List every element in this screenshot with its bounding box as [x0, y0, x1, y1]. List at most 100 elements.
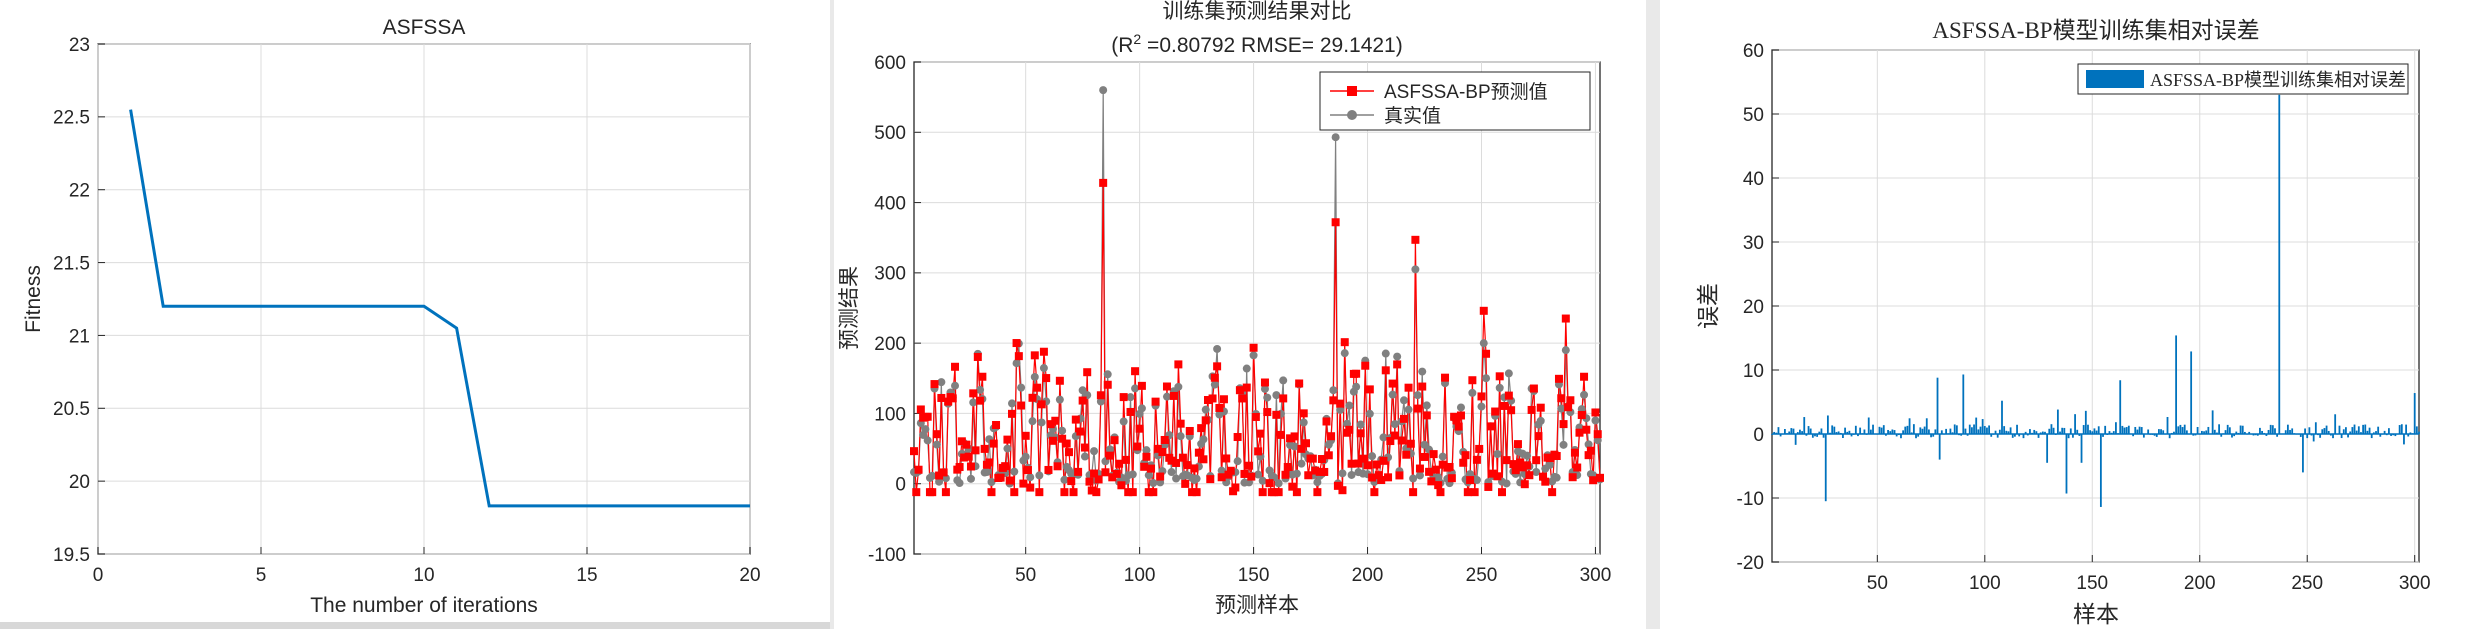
- predicted-point: [1482, 349, 1491, 358]
- error-bar: [2385, 434, 2388, 436]
- actual-point: [1591, 416, 1600, 425]
- error-bar: [2067, 434, 2070, 439]
- error-bar: [2233, 434, 2236, 437]
- actual-point: [1456, 403, 1465, 412]
- x-axis-label: 样本: [2073, 602, 2119, 627]
- error-bar: [2357, 426, 2360, 434]
- error-bar: [2379, 434, 2382, 437]
- actual-point: [1415, 471, 1424, 480]
- error-bar: [2125, 427, 2128, 434]
- error-bar: [2091, 431, 2094, 434]
- error-bar: [1885, 434, 1887, 436]
- error-bar: [2160, 429, 2162, 434]
- error-bar: [1992, 434, 1995, 435]
- predicted-point: [1235, 386, 1244, 395]
- predicted-point: [1242, 383, 1251, 392]
- predicted-point: [1338, 486, 1347, 495]
- error-bar: [1983, 426, 1986, 434]
- error-bar: [1865, 434, 1868, 435]
- actual-point: [951, 381, 960, 390]
- actual-point: [1365, 409, 1374, 418]
- actual-point: [1356, 420, 1365, 429]
- error-bar: [2089, 430, 2092, 434]
- actual-point: [1144, 471, 1153, 480]
- predicted-point: [1532, 456, 1541, 465]
- error-bar: [2112, 431, 2115, 434]
- y-tick-label: 50: [1743, 105, 1764, 126]
- error-bar: [1878, 426, 1881, 434]
- actual-point: [1561, 346, 1570, 355]
- actual-point: [1213, 344, 1222, 353]
- predicted-point: [1074, 467, 1083, 476]
- predicted-point: [1281, 470, 1290, 479]
- error-bar: [2173, 431, 2175, 434]
- x-ticks: 50 100 150 200 250 300: [1015, 547, 1611, 586]
- predicted-point: [1477, 392, 1486, 401]
- predicted-point: [1071, 415, 1080, 424]
- error-bar: [2158, 429, 2160, 434]
- error-bar: [2274, 428, 2276, 434]
- predicted-point: [1390, 431, 1399, 440]
- error-bar: [1951, 432, 1954, 434]
- predicted-point: [1365, 385, 1374, 394]
- predicted-point: [1099, 178, 1108, 187]
- predicted-point: [1313, 488, 1322, 497]
- predicted-point: [1131, 367, 1140, 376]
- error-bar: [2121, 425, 2124, 434]
- predicted-point: [1322, 417, 1331, 426]
- predicted-point: [1493, 472, 1502, 481]
- predicted-point: [1295, 379, 1304, 388]
- predicted-point: [1176, 419, 1185, 428]
- predicted-point: [1087, 486, 1096, 495]
- predicted-point: [1110, 436, 1119, 445]
- x-tick-label: 0: [93, 565, 104, 586]
- error-bar: [1919, 427, 1922, 434]
- legend: ASFSSA-BP预测值 真实值: [1319, 71, 1591, 131]
- predicted-point: [1302, 439, 1310, 448]
- predicted-point: [1406, 439, 1415, 448]
- error-bar: [2329, 434, 2332, 436]
- error-bar: [2147, 429, 2150, 434]
- predicted-point: [1486, 422, 1495, 431]
- predicted-point: [1160, 435, 1169, 444]
- figure-prediction: 50 100 150 200 250 300 -100 0 100 200 300 400 500 60…: [834, 0, 1646, 629]
- predicted-point: [1185, 426, 1194, 435]
- y-tick-label: 0: [1753, 425, 1764, 446]
- actual-point: [923, 436, 932, 445]
- predicted-point: [1151, 397, 1160, 406]
- predicted-point: [1051, 416, 1060, 425]
- actual-point: [966, 474, 975, 483]
- predicted-point: [1240, 469, 1249, 478]
- predicted-point: [1586, 446, 1595, 455]
- predicted-point: [1470, 488, 1479, 497]
- error-bar: [2383, 430, 2386, 434]
- predicted-point: [1231, 483, 1240, 492]
- actual-point: [1199, 435, 1208, 444]
- y-tick-label: 20: [1743, 297, 1764, 318]
- y-tick-label: 20.5: [53, 399, 90, 420]
- predicted-point: [1142, 452, 1151, 461]
- error-bar: [2142, 434, 2145, 438]
- predicted-point: [985, 458, 994, 467]
- predicted-point: [1393, 360, 1402, 369]
- predicted-point: [1119, 393, 1128, 402]
- predicted-point: [910, 447, 918, 456]
- predicted-point: [1304, 471, 1313, 480]
- predicted-point: [989, 439, 998, 448]
- predicted-point: [1564, 403, 1573, 412]
- error-bar: [1874, 433, 1877, 435]
- error-bar: [2151, 434, 2154, 435]
- predicted-point: [1192, 488, 1201, 497]
- predicted-point: [948, 394, 957, 403]
- x-tick-label: 10: [413, 565, 434, 586]
- predicted-point: [1422, 411, 1431, 420]
- predicted-point: [1429, 450, 1438, 459]
- error-bar: [1882, 425, 1885, 434]
- predicted-point: [1008, 409, 1016, 418]
- error-bar: [1788, 431, 1791, 434]
- y-tick-label: 21: [69, 326, 90, 347]
- error-bar: [1831, 425, 1834, 434]
- error-bar: [2336, 434, 2339, 435]
- error-bar: [2323, 428, 2326, 434]
- predicted-point: [1060, 488, 1069, 497]
